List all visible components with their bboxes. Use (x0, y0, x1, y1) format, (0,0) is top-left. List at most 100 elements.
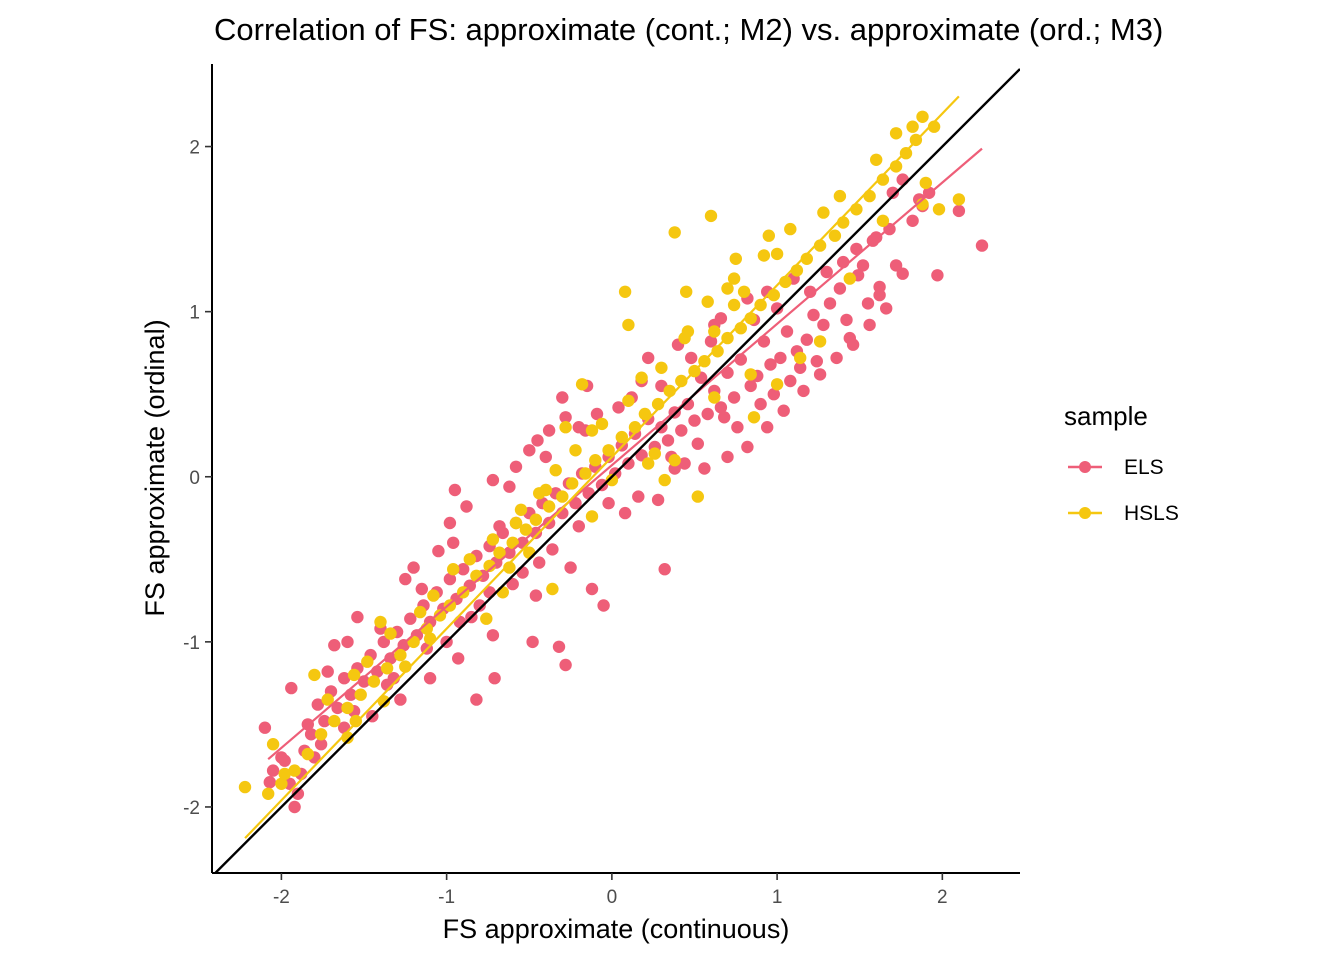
x-tick-label: -1 (438, 887, 455, 908)
data-point-hsls (737, 285, 751, 298)
data-point-els (552, 640, 566, 653)
data-point-hsls (556, 490, 569, 503)
data-point-els (407, 561, 420, 574)
data-point-els (784, 374, 797, 388)
data-point-els (443, 572, 457, 586)
data-point-els (341, 635, 354, 649)
data-point-els (741, 440, 754, 454)
data-point-els (777, 404, 790, 417)
y-axis-label: FS approximate (ordinal) (140, 319, 170, 616)
data-point-hsls (727, 298, 741, 312)
data-point-els (896, 173, 909, 186)
data-point-els (278, 754, 291, 767)
data-point-hsls (813, 335, 827, 348)
data-point-els (542, 424, 556, 437)
data-point-hsls (514, 503, 528, 516)
data-point-els (503, 480, 516, 493)
data-point-els (800, 333, 813, 346)
data-point-els (585, 582, 599, 596)
data-point-hsls (701, 295, 714, 308)
data-point-els (460, 500, 473, 513)
data-point-els (721, 366, 734, 379)
data-point-hsls (605, 473, 619, 487)
data-point-hsls (238, 780, 252, 794)
data-point-els (817, 318, 830, 332)
data-point-els (651, 493, 665, 507)
data-point-els (757, 335, 771, 348)
data-point-hsls (519, 523, 533, 536)
data-point-els (357, 675, 371, 688)
data-point-hsls (493, 546, 506, 559)
legend-label-els: ELS (1124, 456, 1164, 479)
data-point-hsls (361, 655, 374, 668)
data-point-hsls (347, 668, 361, 682)
data-point-hsls (559, 421, 572, 434)
data-point-hsls (889, 127, 903, 140)
data-point-els (486, 629, 500, 642)
data-point-els (509, 460, 523, 473)
data-point-hsls (483, 559, 496, 573)
data-point-els (258, 721, 272, 734)
data-point-els (618, 506, 632, 520)
data-point-hsls (876, 173, 890, 186)
data-point-hsls (863, 189, 876, 203)
data-point-els (432, 544, 445, 558)
data-point-els (718, 411, 731, 424)
data-point-els (338, 672, 351, 685)
data-point-hsls (546, 582, 559, 596)
data-point-hsls (288, 764, 301, 777)
data-point-hsls (638, 407, 652, 421)
data-point-els (612, 401, 625, 414)
data-point-hsls (585, 424, 599, 437)
data-point-hsls (542, 500, 556, 513)
data-point-els (488, 672, 501, 685)
data-point-hsls (427, 589, 440, 602)
data-point-hsls (262, 787, 275, 800)
data-point-els (861, 297, 875, 310)
data-point-els (688, 414, 701, 427)
data-point-els (975, 239, 989, 252)
data-point-els (397, 639, 410, 652)
data-point-hsls (569, 444, 582, 457)
data-point-els (447, 536, 460, 549)
data-point-els (331, 701, 344, 715)
data-point-hsls (655, 361, 668, 374)
data-point-hsls (899, 147, 913, 160)
data-point-hsls (952, 193, 966, 206)
data-point-els (770, 302, 784, 315)
data-point-els (823, 297, 837, 310)
data-point-els (856, 259, 870, 272)
data-point-hsls (433, 609, 447, 622)
data-point-els (622, 457, 635, 470)
data-point-hsls (380, 662, 394, 675)
data-point-hsls (927, 120, 941, 133)
data-point-els (833, 282, 847, 295)
data-point-els (843, 331, 856, 345)
data-point-els (698, 462, 711, 475)
data-points (238, 110, 989, 814)
data-point-els (658, 563, 671, 576)
data-point-hsls (794, 351, 807, 365)
y-tick-label: 2 (189, 138, 200, 159)
y-tick-label: 0 (189, 468, 200, 489)
data-point-hsls (704, 209, 718, 223)
data-point-hsls (770, 247, 784, 261)
data-point-els (744, 379, 757, 393)
data-point-hsls (394, 648, 407, 662)
data-point-hsls (678, 331, 691, 345)
data-point-hsls (622, 318, 635, 332)
x-tick-label: 1 (772, 887, 783, 908)
data-point-els (531, 434, 544, 447)
data-point-hsls (374, 615, 387, 629)
fit-line-hsls (244, 95, 960, 839)
data-point-els (559, 658, 572, 672)
data-point-els (314, 738, 328, 751)
data-point-els (546, 543, 559, 556)
data-point-hsls (784, 222, 797, 236)
data-point-hsls (833, 189, 847, 203)
data-point-els (448, 483, 462, 497)
data-point-hsls (367, 675, 381, 688)
fit-line-els (267, 147, 983, 760)
data-point-hsls (503, 561, 516, 574)
data-point-hsls (850, 203, 863, 216)
